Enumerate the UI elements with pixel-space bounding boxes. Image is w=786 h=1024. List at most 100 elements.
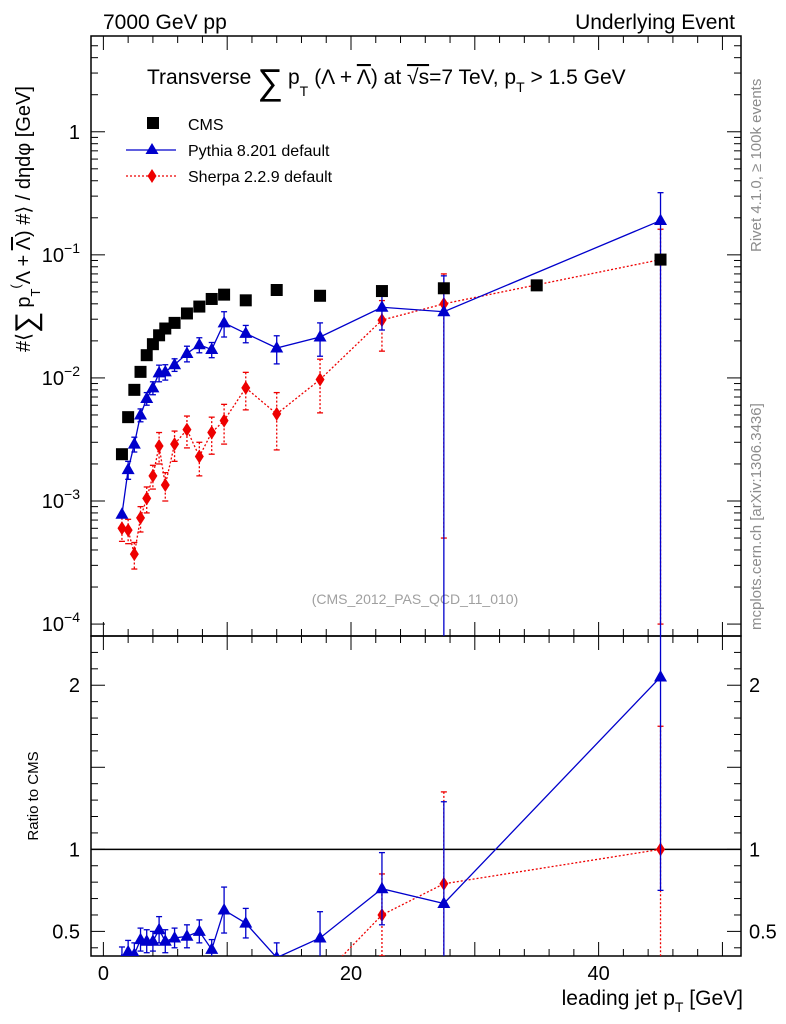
legend-label-sherpa: Sherpa 2.2.9 default [188,169,333,186]
ratio-sherpa-point [220,991,229,1005]
sherpa-point [170,437,180,452]
ratio-sherpa-point [136,996,145,1010]
ratio-pythia-line [124,676,661,956]
ratio-sherpa-point [170,989,179,1003]
ratio-pythia-point [192,924,206,936]
pythia-point [375,300,389,312]
x-tick-label: 20 [340,963,362,985]
cms-point [205,292,218,305]
sherpa-point [154,438,164,453]
x-tick-label: 40 [587,963,609,985]
ratio-pythia-point [375,881,389,894]
pythia-point [313,330,327,342]
ratio-sherpa-point [124,987,133,1001]
ratio-sherpa-point [241,975,250,989]
sherpa-point [123,523,133,538]
sherpa-point [194,449,204,464]
x-tick-labels: 0 20 40 [98,963,610,985]
sherpa-point [219,413,229,428]
y-tick-label: 1 [69,122,80,144]
ratio-sherpa-point [117,965,126,979]
pythia-point [239,326,253,338]
ratio-sherpa-point [195,996,204,1010]
ratio-pythia-point [217,903,231,915]
pythia-point [146,380,160,393]
ratio-y-tick-label: 2 [69,675,80,697]
ratio-y-tick-label: 0.5 [52,921,80,943]
ratio-sherpa-point [207,993,216,1007]
sherpa-point [315,372,325,387]
ratio-y-tick-label-right: 0.5 [749,921,777,943]
cms-point [654,253,667,266]
ratio-pythia-point [129,947,140,956]
cms-point [168,316,181,329]
sherpa-point [241,380,251,395]
cms-point [375,285,388,298]
cms-point [122,411,135,424]
pythia-point [217,315,231,328]
cms-point [314,289,327,302]
sherpa-point [129,547,139,562]
sherpa-point [142,491,152,506]
cms-point [218,288,231,301]
cms-point [159,322,172,335]
legend-label-cms: CMS [188,117,224,134]
x-tick-label: 0 [98,963,109,985]
pythia-point [115,507,129,519]
ratio-plot-frame [90,635,742,957]
legend: CMS Pythia 8.201 default Sherpa 2.2.9 de… [126,117,333,186]
sherpa-point [182,422,192,437]
ratio-plot-data [91,636,741,1013]
pythia-line [121,219,661,515]
pythia-point [127,437,141,449]
pythia-point [158,364,172,377]
pythia-point [168,357,182,370]
ratio-y-axis-label: Ratio to CMS [25,751,42,840]
rivet-version-label: Rivet 4.1.0, ≥ 100k events [748,79,765,252]
pythia-point [654,213,668,226]
main-y-axis-ticks [91,35,741,625]
ratio-pythia-point [168,930,182,943]
y-tick-label: 10−4 [42,609,80,636]
pythia-point [121,462,135,475]
ratio-sherpa-point [316,972,325,986]
cms-point [180,307,193,320]
x-axis-label: leading jet pT [GeV] [562,987,743,1015]
main-y-axis-label: #⟨∑pT(Λ + Λ) #⟩ / dηdφ [GeV] [8,86,43,352]
ratio-sherpa-point [272,990,281,1004]
legend-marker-sherpa [147,169,157,183]
main-plot-data [115,192,668,636]
sherpa-point [272,406,282,421]
ratio-y-tick-label: 1 [69,839,80,861]
y-tick-label: 10−1 [42,240,80,267]
ratio-pythia-point [205,942,219,954]
header-left: 7000 GeV pp [103,11,227,34]
ratio-sherpa-point [130,999,139,1013]
legend-label-pythia: Pythia 8.201 default [188,143,330,160]
pythia-point [180,346,194,358]
mcplots-label: mcplots.cern.ch [arXiv:1306.3436] [748,403,765,630]
legend-marker-pythia [145,143,159,154]
sherpa-point [148,468,158,483]
cms-point [140,349,153,362]
cms-point [270,284,283,297]
ratio-y-tick-labels: 0.5 0.5 1 1 2 2 [52,675,777,943]
ratio-sherpa-point [142,995,151,1009]
pythia-point [205,342,219,355]
sherpa-point [117,521,127,536]
pythia-point [134,407,148,420]
pythia-point [270,341,284,353]
y-tick-label: 10−2 [42,363,80,390]
pythia-point [437,304,451,317]
ratio-pythia-point [437,896,451,908]
ratio-axis-ticks [91,36,741,956]
header-right: Underlying Event [575,11,735,34]
cms-point [437,282,450,295]
pythia-point [140,391,154,404]
sherpa-point [136,510,146,525]
ratio-sherpa-line [341,848,661,956]
cms-point [530,279,543,292]
pythia-point [192,337,206,350]
main-y-tick-labels: 1 10−1 10−2 10−3 10−4 [42,122,80,636]
